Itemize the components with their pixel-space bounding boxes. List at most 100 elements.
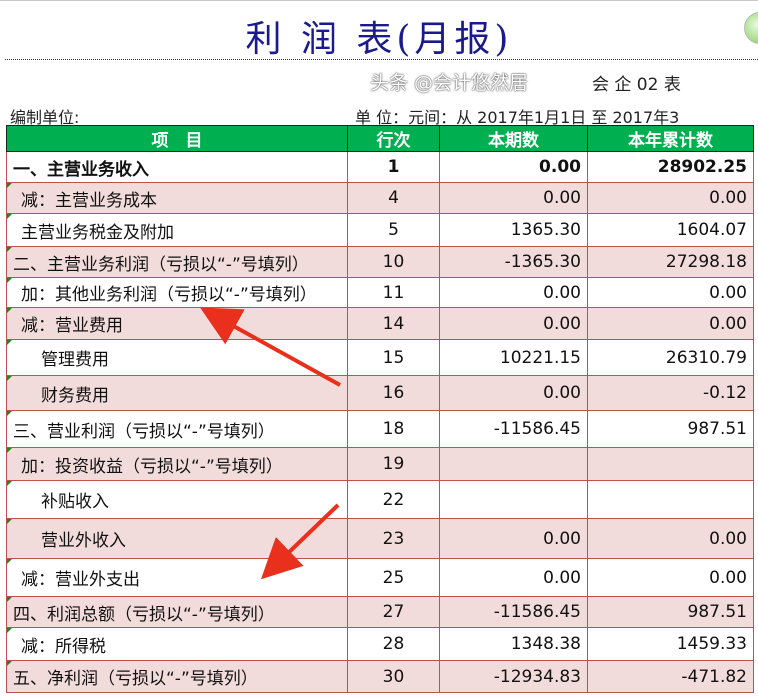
cell-ytd[interactable]: 1459.33	[587, 627, 754, 661]
cell-line[interactable]: 16	[347, 375, 440, 411]
cell-ytd[interactable]	[587, 447, 754, 481]
header-ytd[interactable]: 本年累计数	[587, 125, 754, 152]
cell-current[interactable]	[439, 480, 588, 519]
cell-indicator-icon	[7, 376, 12, 381]
cell-item[interactable]: 减：所得税	[6, 627, 348, 661]
unit-period-label: 单 位：元间：从 2017年1月1日 至 2017年3	[355, 108, 680, 127]
header-line[interactable]: 行次	[347, 125, 440, 152]
cell-ytd[interactable]: 0.00	[587, 277, 754, 308]
cell-indicator-icon	[7, 661, 12, 666]
cell-current[interactable]: -11586.45	[439, 596, 588, 628]
cell-line[interactable]: 30	[347, 660, 440, 693]
cell-ytd[interactable]: 0.00	[587, 518, 754, 559]
cell-current[interactable]: -12934.83	[439, 660, 588, 693]
cell-current[interactable]: 0.00	[439, 277, 588, 308]
cell-item[interactable]: 三、营业利润（亏损以“-”号填列）	[6, 410, 348, 448]
cell-ytd[interactable]: -471.82	[587, 660, 754, 693]
cell-ytd[interactable]: 28902.25	[587, 151, 754, 183]
cell-item[interactable]: 财务费用	[6, 375, 348, 411]
cell-line[interactable]: 14	[347, 307, 440, 340]
cell-line[interactable]: 27	[347, 596, 440, 628]
watermark: 头条 @会计悠然居	[370, 72, 529, 94]
cell-line[interactable]: 22	[347, 480, 440, 519]
cell-line[interactable]: 18	[347, 410, 440, 448]
cell-indicator-icon	[7, 559, 12, 564]
cell-current[interactable]: 10221.15	[439, 339, 588, 376]
cell-indicator-icon	[7, 481, 12, 486]
cell-line[interactable]: 1	[347, 151, 440, 183]
table-row: 减：营业外支出 25 0.00 0.00	[6, 558, 754, 597]
table-row: 加：其他业务利润（亏损以“-”号填列） 11 0.00 0.00	[6, 277, 754, 308]
cell-ytd[interactable]: -0.12	[587, 375, 754, 411]
cell-line[interactable]: 28	[347, 627, 440, 661]
table-row: 五、净利润（亏损以“-”号填列） 30 -12934.83 -471.82	[6, 660, 754, 693]
cell-item[interactable]: 管理费用	[6, 339, 348, 376]
cell-line[interactable]: 25	[347, 558, 440, 597]
cell-item[interactable]: 营业外收入	[6, 518, 348, 559]
top-border	[0, 0, 758, 1]
header-row: 项 目 行次 本期数 本年累计数	[6, 125, 754, 152]
cell-ytd[interactable]: 987.51	[587, 410, 754, 448]
cell-current[interactable]: 0.00	[439, 518, 588, 559]
cell-line[interactable]: 5	[347, 213, 440, 247]
cell-current[interactable]: 0.00	[439, 375, 588, 411]
cell-ytd[interactable]: 26310.79	[587, 339, 754, 376]
cell-indicator-icon	[7, 247, 12, 252]
cell-ytd[interactable]: 27298.18	[587, 246, 754, 278]
cell-line[interactable]: 10	[347, 246, 440, 278]
cell-item[interactable]: 加：其他业务利润（亏损以“-”号填列）	[6, 277, 348, 308]
table-row: 一、主营业务收入 1 0.00 28902.25	[6, 151, 754, 183]
cell-indicator-icon	[7, 278, 12, 283]
cell-item[interactable]: 减：主营业务成本	[6, 182, 348, 214]
cell-line[interactable]: 15	[347, 339, 440, 376]
compiling-unit-label: 编制单位:	[10, 108, 80, 127]
cell-item[interactable]: 五、净利润（亏损以“-”号填列）	[6, 660, 348, 693]
table-row: 财务费用 16 0.00 -0.12	[6, 375, 754, 411]
cell-current[interactable]: 1365.30	[439, 213, 588, 247]
cell-line[interactable]: 11	[347, 277, 440, 308]
cell-ytd[interactable]: 0.00	[587, 307, 754, 340]
table-row: 减：主营业务成本 4 0.00 0.00	[6, 182, 754, 214]
cell-item[interactable]: 二、主营业务利润（亏损以“-”号填列）	[6, 246, 348, 278]
cell-current[interactable]	[439, 447, 588, 481]
cell-item[interactable]: 补贴收入	[6, 480, 348, 519]
cell-current[interactable]: 0.00	[439, 307, 588, 340]
form-number: 会 企 02 表	[592, 75, 681, 95]
cell-current[interactable]: 0.00	[439, 182, 588, 214]
cell-ytd[interactable]	[587, 480, 754, 519]
cell-item[interactable]: 四、利润总额（亏损以“-”号填列）	[6, 596, 348, 628]
cell-line[interactable]: 23	[347, 518, 440, 559]
cell-ytd[interactable]: 0.00	[587, 558, 754, 597]
table-row: 减：所得税 28 1348.38 1459.33	[6, 627, 754, 661]
cell-indicator-icon	[7, 597, 12, 602]
cell-current[interactable]: -11586.45	[439, 410, 588, 448]
cell-item[interactable]: 主营业务税金及附加	[6, 213, 348, 247]
cell-line[interactable]: 4	[347, 182, 440, 214]
table-row: 补贴收入 22	[6, 480, 754, 519]
cell-item[interactable]: 减：营业外支出	[6, 558, 348, 597]
cell-current[interactable]: 1348.38	[439, 627, 588, 661]
table-row: 三、营业利润（亏损以“-”号填列） 18 -11586.45 987.51	[6, 410, 754, 448]
cell-indicator-icon	[7, 628, 12, 633]
cell-indicator-icon	[7, 308, 12, 313]
cell-indicator-icon	[7, 183, 12, 188]
cell-item[interactable]: 一、主营业务收入	[6, 151, 348, 183]
header-item[interactable]: 项 目	[6, 125, 348, 152]
table-row: 管理费用 15 10221.15 26310.79	[6, 339, 754, 376]
cell-line[interactable]: 19	[347, 447, 440, 481]
cell-ytd[interactable]: 1604.07	[587, 213, 754, 247]
cell-ytd[interactable]: 987.51	[587, 596, 754, 628]
cell-item[interactable]: 加：投资收益（亏损以“-”号填列）	[6, 447, 348, 481]
table-row: 主营业务税金及附加 5 1365.30 1604.07	[6, 213, 754, 247]
cell-indicator-icon	[7, 340, 12, 345]
income-statement-table: 项 目 行次 本期数 本年累计数 一、主营业务收入 1 0.00 28902.25 减：…	[6, 125, 754, 693]
cell-ytd[interactable]: 0.00	[587, 182, 754, 214]
table-row: 加：投资收益（亏损以“-”号填列） 19	[6, 447, 754, 481]
header-current[interactable]: 本期数	[439, 125, 588, 152]
cell-item[interactable]: 减：营业费用	[6, 307, 348, 340]
cell-current[interactable]: 0.00	[439, 558, 588, 597]
table-row: 二、主营业务利润（亏损以“-”号填列） 10 -1365.30 27298.18	[6, 246, 754, 278]
cell-current[interactable]: -1365.30	[439, 246, 588, 278]
table-row: 减：营业费用 14 0.00 0.00	[6, 307, 754, 340]
cell-current[interactable]: 0.00	[439, 151, 588, 183]
